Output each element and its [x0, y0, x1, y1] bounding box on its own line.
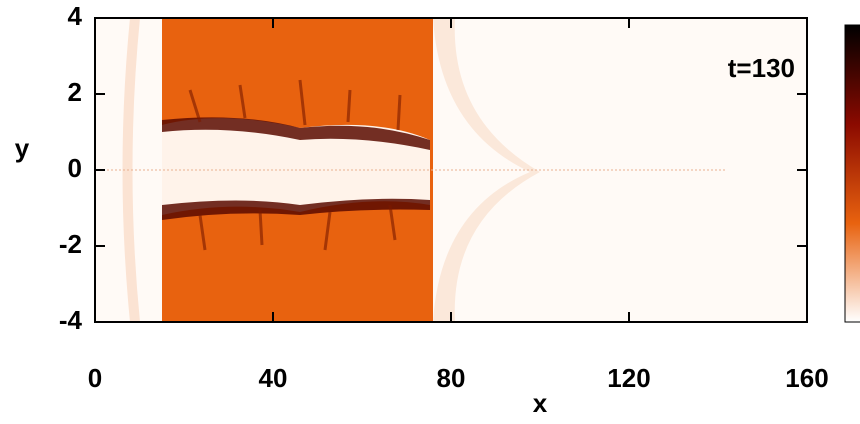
y-tick-label: 2 — [68, 77, 82, 107]
x-axis-label: x — [533, 388, 548, 418]
x-tick-label: 40 — [259, 363, 288, 393]
x-tick-label: 160 — [785, 363, 828, 393]
shear-layer — [162, 117, 430, 150]
x-tick-label: 120 — [607, 363, 650, 393]
x-tick-label: 0 — [88, 363, 102, 393]
jet-core — [162, 118, 430, 215]
y-tick-label: -4 — [59, 305, 83, 335]
filaments — [188, 79, 402, 251]
y-tick-label: -2 — [59, 229, 82, 259]
y-tick-label: 4 — [68, 1, 83, 31]
wave-front — [433, 18, 540, 322]
shear-layer — [162, 198, 430, 220]
field — [95, 18, 807, 322]
y-axis-label: y — [15, 133, 30, 163]
y-tick-label: 0 — [68, 153, 82, 183]
colorbar — [844, 24, 860, 323]
annotation: t=130 — [728, 53, 795, 83]
x-tick-label: 80 — [437, 363, 466, 393]
